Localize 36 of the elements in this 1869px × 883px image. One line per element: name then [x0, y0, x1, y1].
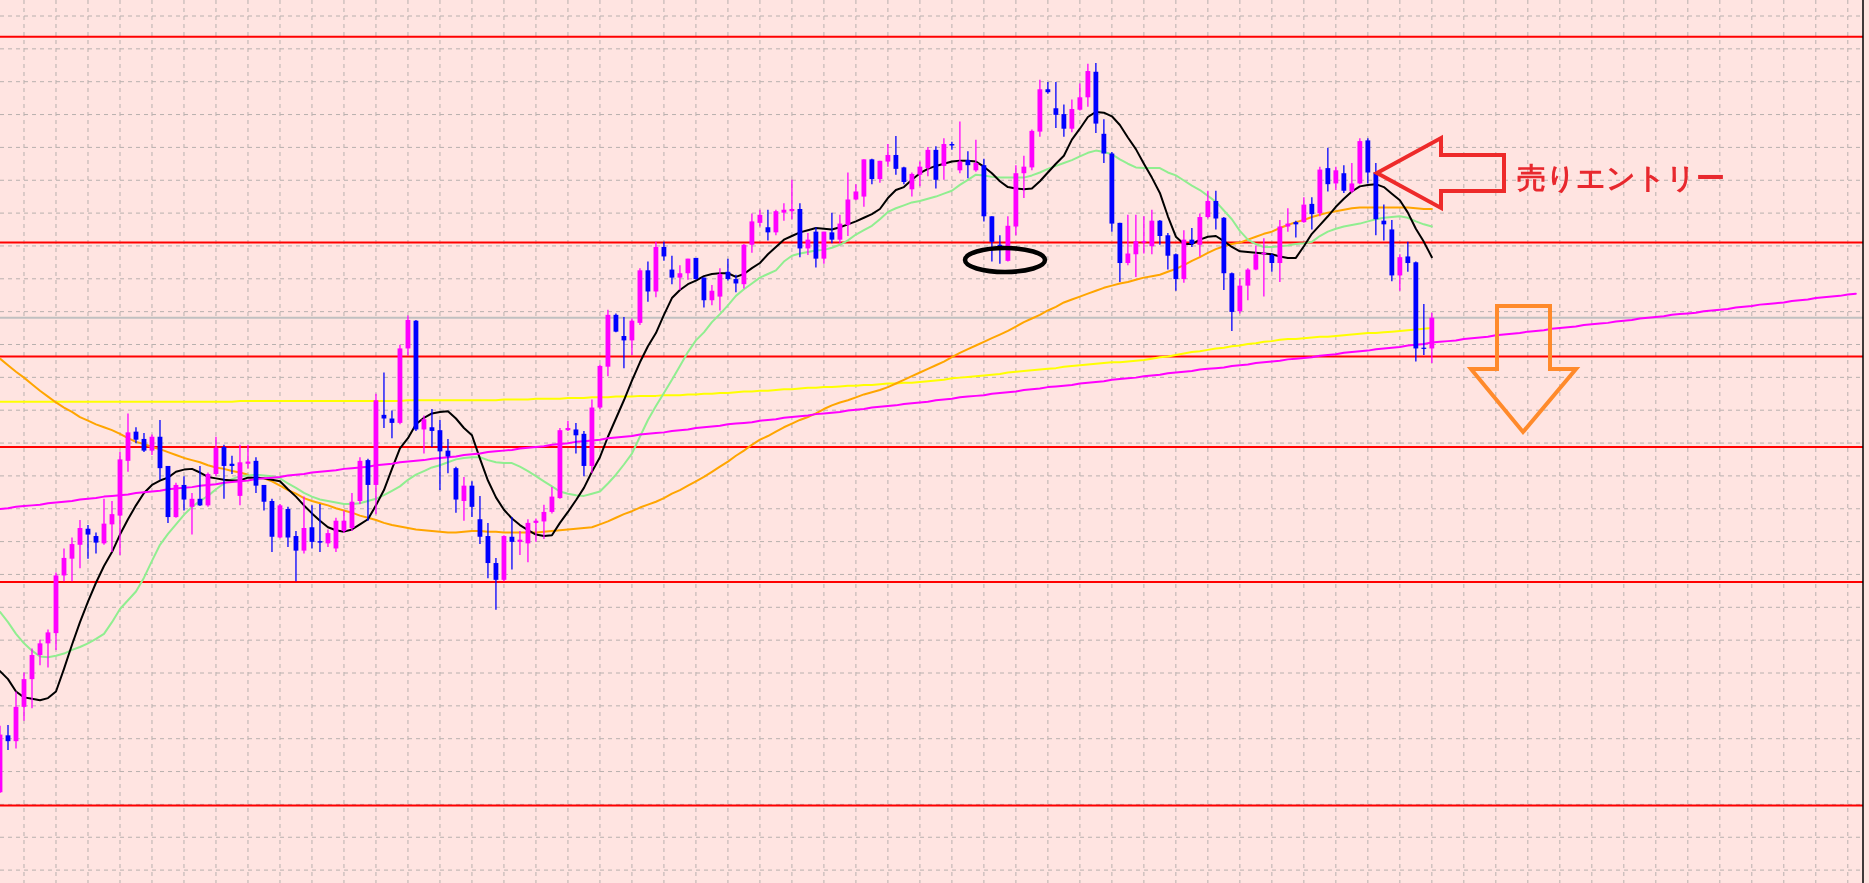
candlestick — [1157, 219, 1163, 246]
candlestick — [1069, 98, 1075, 133]
candlestick — [1101, 118, 1107, 164]
candlestick — [1045, 81, 1051, 95]
candlestick — [1405, 241, 1411, 273]
candlestick — [1333, 166, 1339, 191]
candlestick — [973, 139, 979, 173]
candlestick — [1189, 227, 1195, 248]
candlestick — [965, 150, 971, 179]
candlestick — [829, 212, 835, 244]
candlestick — [1077, 82, 1083, 112]
annotation: 売りエントリー — [1517, 161, 1725, 195]
candlestick — [1133, 214, 1139, 278]
candlestick — [1245, 267, 1251, 301]
candlestick — [1293, 220, 1299, 239]
candlestick — [1285, 207, 1291, 233]
candlestick — [1141, 215, 1147, 255]
candlestick — [957, 120, 963, 174]
candlestick — [1397, 253, 1403, 292]
candlestick — [1165, 232, 1171, 271]
candlestick — [1301, 196, 1307, 224]
candlestick — [1253, 244, 1259, 271]
candlestick — [1349, 162, 1355, 194]
candlestick — [941, 137, 947, 181]
candlestick — [1125, 214, 1131, 266]
candlestick — [1341, 164, 1347, 194]
candlestick — [1061, 103, 1067, 138]
candlestick — [1213, 190, 1219, 231]
candlestick — [1325, 147, 1331, 193]
candlestick — [1053, 81, 1059, 129]
candlestick — [1309, 196, 1315, 231]
candlestick — [1205, 190, 1211, 220]
candlestick — [1269, 252, 1275, 273]
candlestick — [317, 503, 323, 553]
candlestick — [677, 264, 683, 291]
candlestick — [1021, 155, 1027, 199]
